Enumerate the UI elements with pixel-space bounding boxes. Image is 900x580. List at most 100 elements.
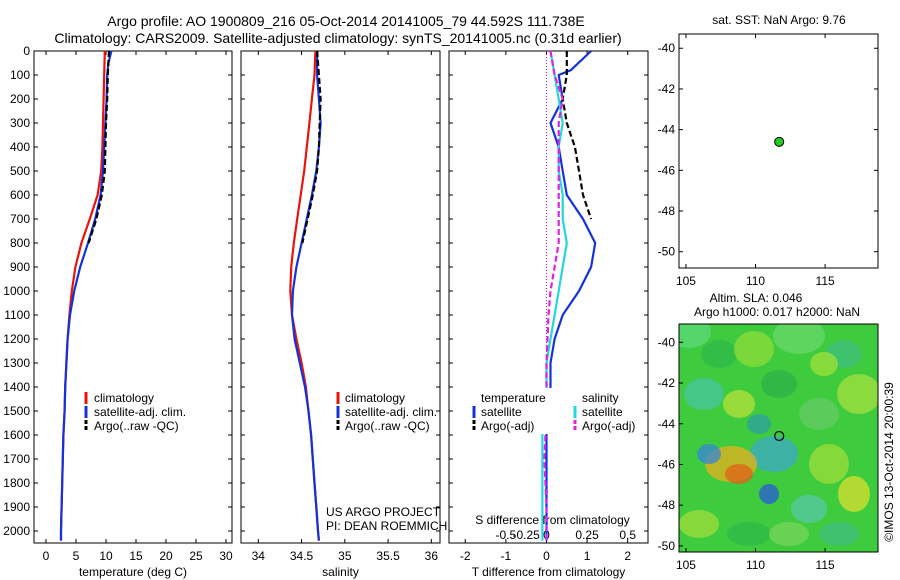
x-tick-label: 5 [73,549,80,563]
series-line [59,50,106,541]
sla-blob [809,444,849,484]
x-tick-label: 20 [159,549,173,563]
x-tick-label: 35 [338,549,352,563]
sla-blob [759,484,779,504]
y-tick-label: -50 [658,245,676,259]
y-tick-label: 200 [10,92,30,106]
axes-frame [678,323,879,553]
y-tick-label: -46 [658,163,676,177]
sla-blob [761,370,797,398]
y-tick-label: 400 [10,140,30,154]
x-tick-label: 110 [746,274,765,288]
legend-label-satellite: satellite-adj. clim. [94,405,186,419]
x-tick-label: 25 [189,549,203,563]
sla-blob [750,436,798,472]
legend-difference: temperature satellite Argo(-adj) salinit… [466,388,642,434]
series-line [290,51,322,541]
legend-salinity: climatology satellite-adj. clim. Argo(..… [336,391,437,433]
sla-blob [791,495,827,523]
profile-panel-3: -2 -1 0 1 2 T difference from climatology S di… [448,50,649,579]
x-tick-label: 1 [584,549,591,563]
header-line-2: Climatology: CARS2009. Satellite-adjuste… [54,30,621,46]
legend-label-climatology: climatology [94,391,154,405]
y-tick-label: -42 [658,376,676,390]
x-axis-label: T difference from climatology [472,565,626,579]
top-tick-label: 0.25 [575,528,599,542]
sla-blob [679,324,711,348]
sla-blob [701,340,737,368]
legend-label-temp-argo: Argo(-adj) [481,419,534,433]
x-tick-label: -2 [460,549,471,563]
series-line [545,50,597,541]
x-tick-label: 110 [746,558,765,572]
legend-temperature: climatology satellite-adj. clim. Argo(..… [84,391,186,433]
x-tick-label: 35.5 [376,549,400,563]
argo-marker [774,430,785,442]
y-tick-label: -40 [658,335,676,349]
x-tick-label: -1 [501,549,512,563]
top-tick-label: -0.25 [512,528,540,542]
y-tick-label: 0 [23,44,30,58]
y-tick-label: -44 [658,123,676,137]
y-tick-label: 500 [10,164,30,178]
sla-map-panel: 105 110 115 -40 -42 -44 -46 -48 -50 [658,323,879,572]
sla-blob [725,464,753,484]
x-tick-label: 105 [676,274,696,288]
top-axis-label: S difference from climatology [475,513,630,527]
y-tick-label: 1800 [3,476,30,490]
axes-frame [33,50,233,544]
x-tick-label: 30 [219,549,233,563]
sla-blob [727,522,771,546]
x-tick-label: 0 [43,549,50,563]
sla-blob [679,510,719,538]
legend-label-sal-satellite: satellite [582,405,623,419]
x-tick-label: 36 [425,549,439,563]
y-tick-label: -44 [658,417,676,431]
x-tick-label: 105 [676,558,696,572]
y-tick-label: 2000 [3,524,30,538]
y-tick-label: 1100 [4,308,30,322]
sla-blob [734,331,774,367]
profile-panel-1: 0 5 10 15 20 25 30 temperature (deg C) 0 100 200 30… [3,44,233,579]
sla-blob [810,352,838,376]
x-tick-label: 34 [252,549,266,563]
x-axis-label: temperature (deg C) [79,565,187,579]
argo-point [774,136,785,147]
y-tick-label: -42 [658,82,676,96]
sla-blob [697,444,721,464]
series-line [87,50,111,244]
y-tick-label: 700 [10,212,30,226]
top-tick-label: 0.5 [619,528,636,542]
y-tick-label: -40 [658,41,676,55]
sla-blob [723,390,755,418]
credit-line-1: US ARGO PROJECT [326,505,441,519]
legend-label-climatology: climatology [345,391,405,405]
sla-blob [819,522,859,546]
sla-field [679,324,878,552]
axes-frame [678,33,879,269]
y-tick-label: 1400 [3,380,30,394]
sla-blob [799,398,839,430]
y-tick-label: 1500 [3,404,30,418]
legend-background [466,388,642,434]
x-tick-label: 0 [543,549,550,563]
legend-label-argo: Argo(..raw -QC) [94,419,179,433]
y-tick-label: 600 [10,188,30,202]
legend-header-salinity: salinity [582,391,619,405]
y-tick-label: 100 [10,68,30,82]
y-tick-label: 1700 [3,452,30,466]
y-tick-label: 800 [10,236,30,250]
legend-label-argo: Argo(..raw -QC) [345,419,430,433]
axes-frame [240,50,441,544]
x-tick-label: 10 [99,549,113,563]
legend-header-temperature: temperature [481,391,546,405]
sla-blob [838,476,870,512]
y-tick-label: 1300 [3,356,30,370]
series-line [541,50,568,541]
sst-title: sat. SST: NaN Argo: 9.76 [712,13,846,27]
legend-label-temp-satellite: satellite [481,405,522,419]
y-tick-label: 1900 [3,500,30,514]
y-tick-label: -48 [658,498,676,512]
